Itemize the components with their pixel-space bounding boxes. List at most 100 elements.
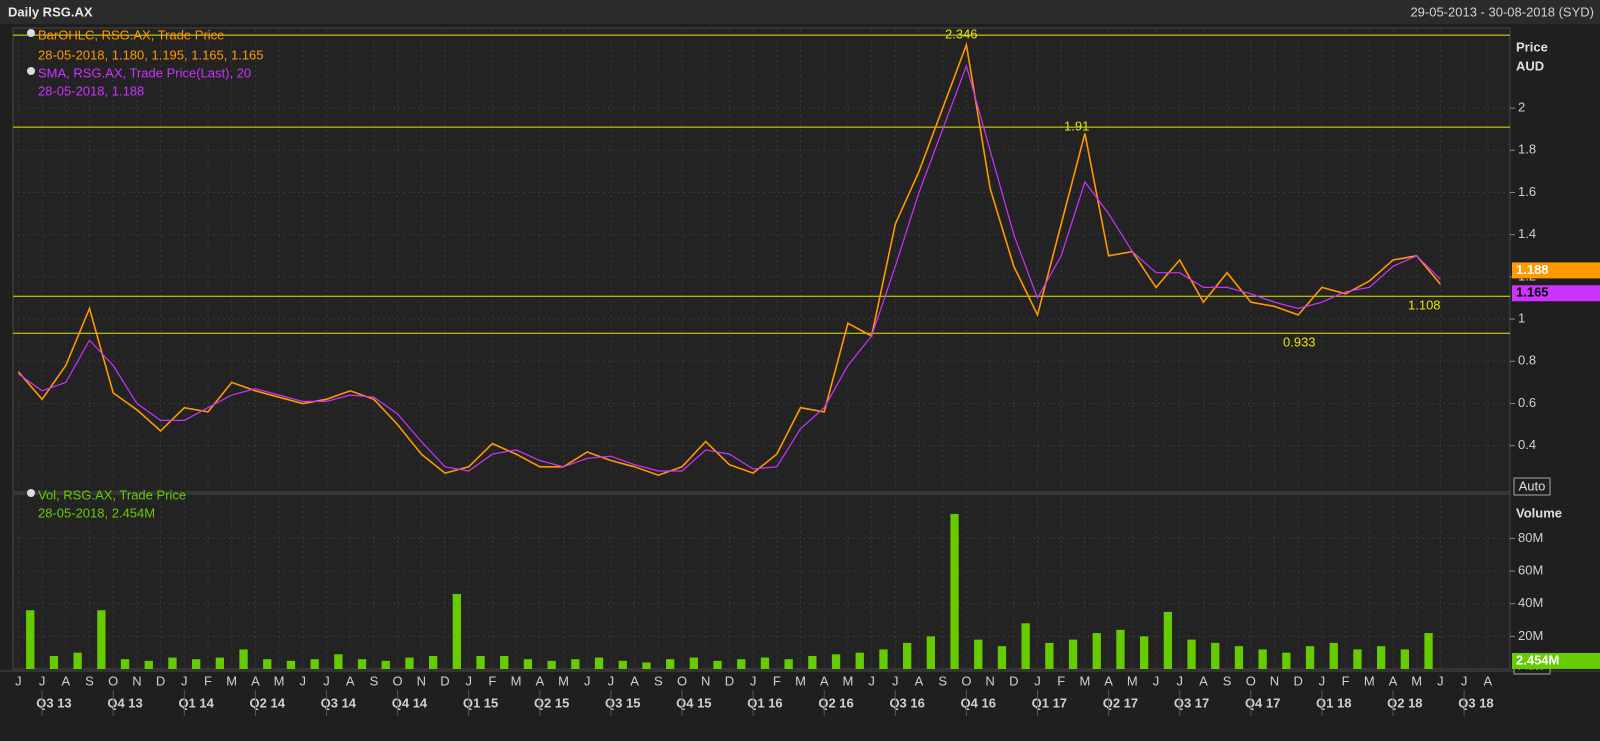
- month-label: A: [1199, 673, 1208, 688]
- volume-bar: [73, 652, 82, 669]
- volume-bar: [1140, 636, 1149, 669]
- last-value-label: 1.165: [1516, 285, 1549, 300]
- month-label: M: [1364, 673, 1375, 688]
- month-label: J: [300, 673, 307, 688]
- month-label: J: [892, 673, 899, 688]
- volume-bar: [594, 657, 604, 669]
- volume-bar: [926, 636, 935, 669]
- volume-bar: [1282, 652, 1291, 669]
- quarter-label: Q3 18: [1458, 695, 1493, 710]
- last-value-label: 2.454M: [1516, 652, 1559, 667]
- volume-bar: [429, 655, 438, 669]
- month-label: D: [156, 673, 165, 688]
- month-label: A: [61, 673, 70, 688]
- legend-name: BarOHLC, RSG.AX, Trade Price: [38, 27, 224, 42]
- volume-bar: [808, 655, 817, 669]
- volume-bar: [571, 659, 580, 669]
- volume-bar: [144, 660, 153, 669]
- month-label: S: [1223, 673, 1232, 688]
- month-label: F: [1057, 673, 1065, 688]
- legend-detail: 28-05-2018, 1.188: [38, 83, 144, 98]
- volume-bar: [760, 657, 770, 669]
- quarter-label: Q3 14: [321, 695, 357, 710]
- quarter-label: Q4 16: [961, 695, 996, 710]
- volume-bar: [1377, 646, 1386, 669]
- volume-bar: [950, 513, 959, 669]
- volume-bar: [903, 642, 912, 669]
- volume-bar: [120, 659, 130, 669]
- legend-name: Vol, RSG.AX, Trade Price: [38, 487, 186, 502]
- volume-bar: [452, 593, 461, 669]
- volume-bar: [381, 660, 390, 669]
- y-tick-label: 0.6: [1518, 395, 1536, 410]
- quarter-label: Q2 16: [818, 695, 853, 710]
- month-label: M: [1079, 673, 1090, 688]
- volume-bar: [1424, 633, 1433, 669]
- volume-bar: [737, 659, 746, 669]
- y-tick-label: 20M: [1518, 628, 1543, 643]
- volume-bar: [879, 649, 888, 669]
- volume-bar: [239, 649, 248, 669]
- month-label: J: [1176, 673, 1183, 688]
- month-label: D: [1009, 673, 1018, 688]
- quarter-label: Q3 17: [1174, 695, 1209, 710]
- quarter-label: Q1 16: [747, 695, 782, 710]
- quarter-label: Q2 18: [1387, 695, 1422, 710]
- volume-bar: [1353, 649, 1362, 669]
- chart-title: Daily RSG.AX: [8, 4, 93, 19]
- quarter-label: Q1 15: [463, 695, 498, 710]
- y-tick-label: 60M: [1518, 563, 1543, 578]
- month-label: A: [1483, 673, 1492, 688]
- quarter-label: Q4 13: [107, 695, 142, 710]
- last-value-badge: [1512, 285, 1600, 302]
- month-label: A: [915, 673, 924, 688]
- month-label: S: [938, 673, 947, 688]
- month-label: S: [370, 673, 379, 688]
- volume-bar: [1163, 611, 1172, 669]
- quarter-label: Q3 16: [889, 695, 924, 710]
- y-tick-label: 1.4: [1518, 226, 1536, 241]
- month-label: N: [985, 673, 994, 688]
- reference-label: 2.346: [945, 27, 978, 42]
- month-label: O: [961, 673, 971, 688]
- month-label: F: [1342, 673, 1350, 688]
- last-value-label: 1.188: [1516, 262, 1549, 277]
- volume-bar: [1211, 642, 1220, 669]
- volume-bar: [192, 659, 201, 669]
- month-label: J: [465, 673, 472, 688]
- y-tick-label: 1.6: [1518, 184, 1536, 199]
- y-tick-label: 1: [1518, 311, 1525, 326]
- month-label: A: [820, 673, 829, 688]
- month-label: O: [677, 673, 687, 688]
- legend-icon: [27, 29, 35, 37]
- legend-icon: [27, 67, 35, 75]
- volume-bar: [997, 646, 1007, 669]
- month-label: M: [511, 673, 522, 688]
- volume-bar: [1400, 649, 1409, 669]
- quarter-label: Q1 17: [1032, 695, 1067, 710]
- volume-bar: [1045, 642, 1054, 669]
- month-label: J: [1461, 673, 1468, 688]
- volume-bar: [547, 660, 556, 669]
- volume-bar: [1258, 649, 1267, 669]
- volume-bar: [618, 660, 627, 669]
- month-label: D: [725, 673, 734, 688]
- quarter-label: Q1 14: [178, 695, 214, 710]
- y-tick-label: 80M: [1518, 530, 1543, 545]
- month-label: M: [1127, 673, 1138, 688]
- month-label: O: [393, 673, 403, 688]
- month-label: M: [226, 673, 237, 688]
- volume-bar: [666, 659, 675, 669]
- reference-label: 1.108: [1408, 298, 1441, 313]
- volume-bar: [1092, 633, 1101, 669]
- reference-label: 1.91: [1064, 119, 1089, 134]
- month-label: J: [1034, 673, 1041, 688]
- quarter-label: Q2 17: [1103, 695, 1138, 710]
- last-value-badge: [1512, 262, 1600, 279]
- volume-bar: [357, 659, 367, 669]
- volume-bar: [1187, 639, 1196, 669]
- price-panel: [12, 27, 1511, 493]
- month-label: J: [323, 673, 330, 688]
- volume-bar: [215, 657, 224, 669]
